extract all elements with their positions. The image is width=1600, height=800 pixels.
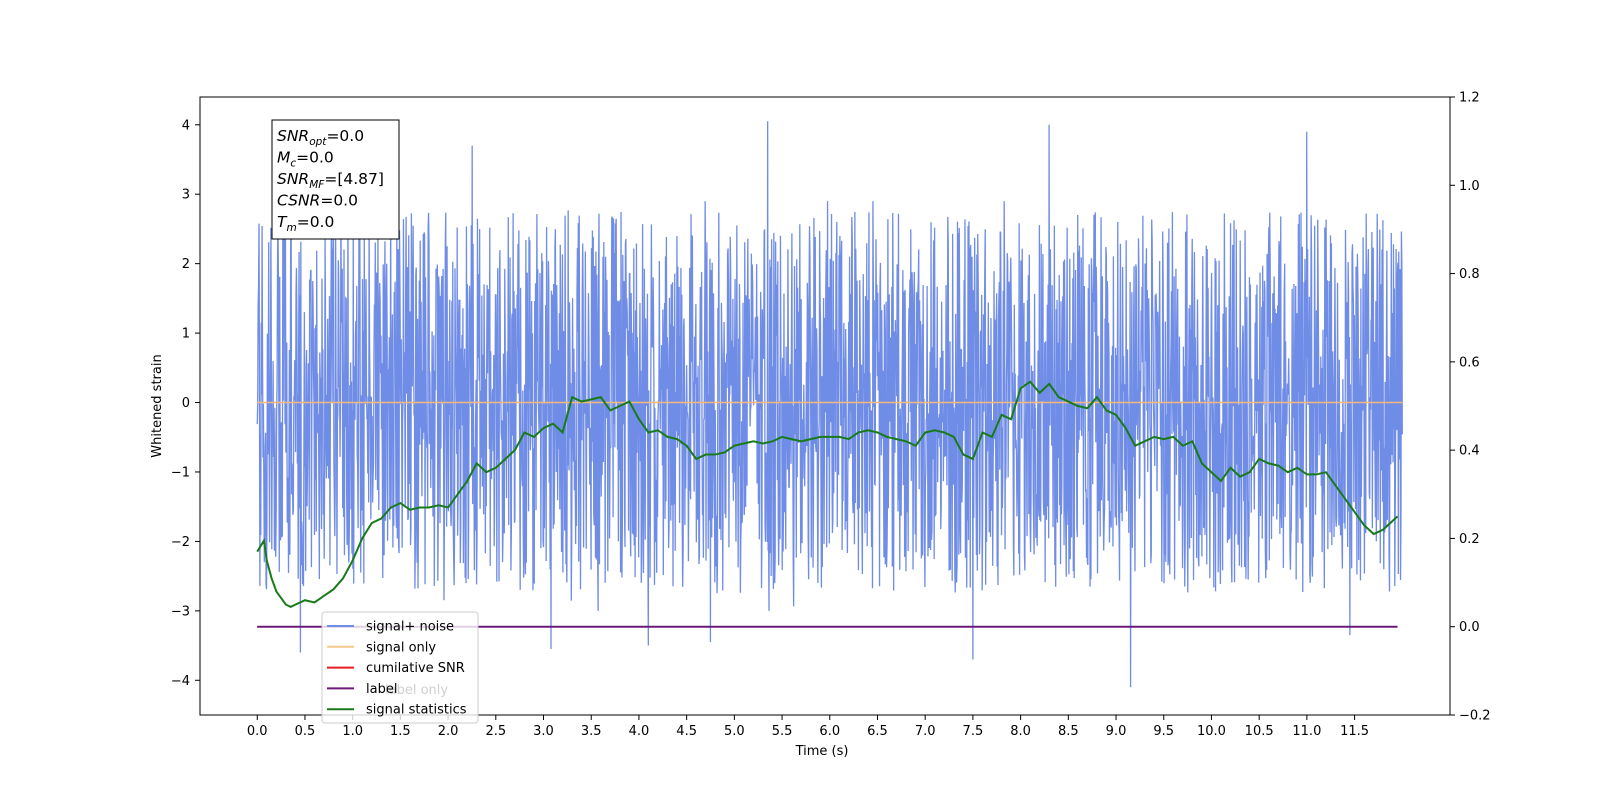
x-tick-label: 11.5 xyxy=(1340,724,1369,739)
legend-label: signal+ noise xyxy=(366,620,454,635)
y-axis-label: Whitened strain xyxy=(150,354,165,457)
signal-statistics-line xyxy=(256,380,1399,608)
x-tick-label: 2.5 xyxy=(485,724,506,739)
legend: label only signal+ noise signal only cumil… xyxy=(321,611,479,724)
legend-label: cumilative SNR xyxy=(366,661,465,676)
y-tick-label: −3 xyxy=(171,604,190,619)
legend-frame xyxy=(321,611,479,724)
x-tick-label: 4.0 xyxy=(629,724,650,739)
x-tick-label: 9.0 xyxy=(1106,724,1127,739)
y-axis-right: −0.2 0.0 0.2 0.4 0.6 0.8 1.0 1.2 xyxy=(1450,91,1491,724)
y-axis-left: −4 −3 −2 −1 0 1 2 3 4 xyxy=(171,118,200,689)
x-tick-label: 10.0 xyxy=(1197,724,1226,739)
x-tick-label: 1.0 xyxy=(342,724,363,739)
legend-label: label xyxy=(366,682,397,697)
y-tick-label: −4 xyxy=(171,674,190,689)
x-tick-label: 3.0 xyxy=(533,724,554,739)
x-axis: 0.0 0.5 1.0 1.5 2.0 2.5 3.0 3.5 4.0 4.5 5.0 5.5 6.0 6… xyxy=(247,715,1369,739)
legend-label: signal statistics xyxy=(366,703,467,718)
y-tick-label: 4 xyxy=(182,118,190,133)
annotation-line: SNRopt=0.0 xyxy=(277,127,364,148)
y-tick-label: −1 xyxy=(171,465,190,480)
x-tick-label: 7.5 xyxy=(963,724,984,739)
x-tick-label: 11.0 xyxy=(1292,724,1321,739)
legend-label: signal only xyxy=(366,640,436,655)
x-tick-label: 0.5 xyxy=(295,724,316,739)
signal-noise-line xyxy=(256,121,1403,688)
y-tick-label: 2 xyxy=(182,257,190,272)
x-tick-label: 7.0 xyxy=(915,724,936,739)
x-tick-label: 10.5 xyxy=(1245,724,1274,739)
y2-tick-label: 0.4 xyxy=(1459,444,1480,459)
plot-frame xyxy=(199,96,1451,716)
x-tick-label: 6.0 xyxy=(819,724,840,739)
y-tick-label: −2 xyxy=(171,535,190,550)
y2-tick-label: 0.8 xyxy=(1459,267,1480,282)
y2-tick-label: 1.0 xyxy=(1459,179,1480,194)
annotation-line: Tm=0.0 xyxy=(277,213,334,234)
x-tick-label: 5.0 xyxy=(724,724,745,739)
y-tick-label: 0 xyxy=(182,396,190,411)
noise-series xyxy=(256,121,1403,688)
y2-tick-label: 1.2 xyxy=(1459,91,1480,106)
x-tick-label: 2.0 xyxy=(438,724,459,739)
y2-tick-label: −0.2 xyxy=(1459,709,1491,724)
annotation-line: Mc=0.0 xyxy=(277,149,334,170)
x-tick-label: 0.0 xyxy=(247,724,268,739)
x-tick-label: 6.5 xyxy=(867,724,888,739)
x-tick-label: 9.5 xyxy=(1153,724,1174,739)
x-tick-label: 4.5 xyxy=(676,724,697,739)
y2-tick-label: 0.0 xyxy=(1459,620,1480,635)
x-tick-label: 5.5 xyxy=(772,724,793,739)
y-tick-label: 3 xyxy=(182,188,190,203)
legend-hidden-text: label only xyxy=(385,683,448,698)
y-tick-label: 1 xyxy=(182,327,190,342)
annotation-frame xyxy=(271,119,400,240)
x-tick-label: 3.5 xyxy=(581,724,602,739)
x-tick-label: 8.5 xyxy=(1058,724,1079,739)
y2-tick-label: 0.2 xyxy=(1459,532,1480,547)
y2-tick-label: 0.6 xyxy=(1459,355,1480,370)
x-tick-label: 1.5 xyxy=(390,724,411,739)
x-tick-label: 8.0 xyxy=(1010,724,1031,739)
annotation-line: CSNR=0.0 xyxy=(277,192,358,210)
x-axis-label: Time (s) xyxy=(795,744,849,759)
annotation-line: SNRMF=[4.87] xyxy=(277,170,384,191)
